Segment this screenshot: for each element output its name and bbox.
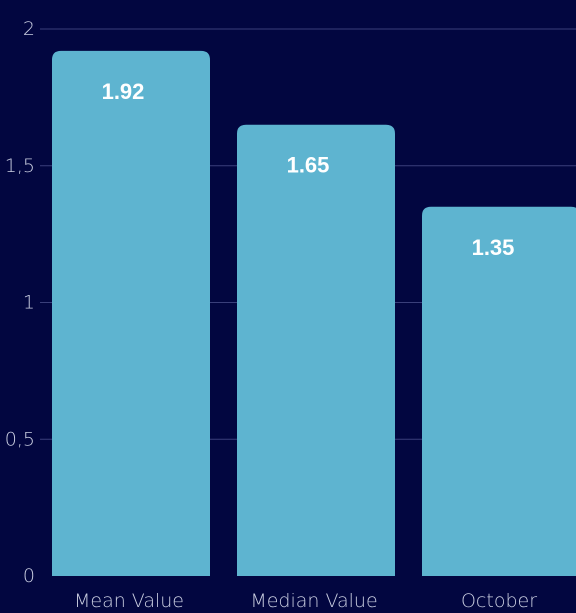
y-tick-label: 1 [23, 292, 35, 314]
bar [422, 206, 576, 576]
y-tick-label: 2 [23, 18, 35, 40]
data-label: 1.92 [102, 79, 145, 104]
value-labels: 1.92 1.65 1.35 [102, 79, 515, 260]
y-tick-label: 0 [23, 565, 35, 587]
y-axis-ticks: 0 0,5 1 1,5 2 [5, 18, 35, 587]
y-tick-label: 0,5 [5, 428, 35, 450]
x-tick-label: Mean Value [74, 590, 184, 612]
x-tick-label: Median Value [250, 590, 377, 612]
bar [52, 50, 210, 576]
data-label: 1.35 [472, 235, 515, 260]
bars [52, 50, 576, 576]
data-label: 1.65 [287, 153, 330, 178]
bar [237, 124, 395, 576]
x-axis-labels: Mean Value Median Value October [74, 590, 537, 612]
y-tick-label: 1,5 [5, 155, 35, 177]
x-tick-label: October [461, 590, 537, 612]
